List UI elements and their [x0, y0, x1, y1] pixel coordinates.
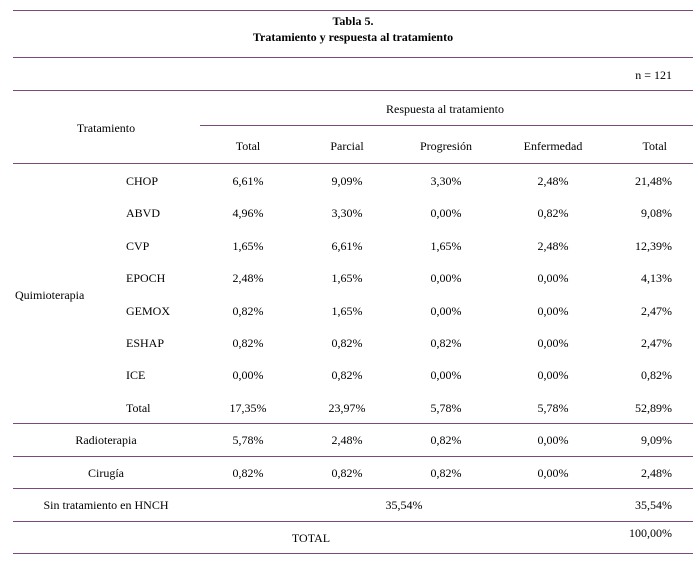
- table-cell: 0,82%: [537, 206, 569, 220]
- row-label-drug: ICE: [126, 368, 146, 382]
- column-header: Total: [235, 139, 261, 153]
- rule-after-radio: [13, 456, 693, 457]
- row-label-drug: Total: [126, 401, 151, 415]
- column-header: Total: [642, 139, 668, 153]
- table-cell: 2,48%: [537, 239, 569, 253]
- table-cell: 2,48%: [641, 466, 672, 480]
- row-label-drug: CVP: [126, 239, 150, 253]
- table-cell: 0,82%: [232, 304, 264, 318]
- table-cell: 0,82%: [430, 466, 462, 480]
- row-label-drug: ABVD: [126, 206, 161, 220]
- table-cell: 2,48%: [537, 174, 569, 188]
- row-label-drug: GEMOX: [126, 304, 170, 318]
- table-cell: 0,00%: [537, 466, 569, 480]
- table-cell: 4,96%: [232, 206, 264, 220]
- table-cell: 12,39%: [635, 239, 672, 253]
- row-label-radioterapia: Radioterapia: [75, 433, 137, 447]
- table-cell: 9,08%: [641, 206, 672, 220]
- table-cell: 9,09%: [331, 174, 363, 188]
- table-cell: 5,78%: [537, 401, 569, 415]
- table-cell: 0,00%: [430, 271, 462, 285]
- table-cell: 0,82%: [641, 368, 672, 382]
- table-cell: 0,82%: [331, 466, 363, 480]
- table-cell: 1,65%: [331, 304, 363, 318]
- table-cell: 2,47%: [641, 304, 672, 318]
- table-cell: 0,00%: [537, 336, 569, 350]
- table-cell: 0,00%: [232, 368, 264, 382]
- row-total: 35,54%: [635, 498, 672, 512]
- table-cell: 2,47%: [641, 336, 672, 350]
- table-cell: 0,00%: [537, 304, 569, 318]
- rule-under-columns: [13, 163, 693, 164]
- column-header: Progresión: [420, 139, 472, 153]
- rule-bottom: [13, 553, 693, 554]
- table-subtitle: Tratamiento y respuesta al tratamiento: [252, 30, 454, 44]
- table-cell: 0,00%: [430, 368, 462, 382]
- group-label-quimioterapia: Quimioterapia: [15, 288, 85, 302]
- table-cell: 21,48%: [635, 174, 672, 188]
- merged-value: 35,54%: [385, 498, 423, 512]
- table-cell: 4,13%: [641, 271, 672, 285]
- table-cell: 3,30%: [430, 174, 462, 188]
- table-cell: 0,00%: [430, 206, 462, 220]
- table-title: Tabla 5.: [332, 14, 374, 28]
- table-cell: 5,78%: [430, 401, 462, 415]
- table-cell: 1,65%: [430, 239, 462, 253]
- row-header-treatment: Tratamiento: [76, 121, 136, 135]
- table-cell: 0,82%: [232, 466, 264, 480]
- table-cell: 0,82%: [331, 368, 363, 382]
- row-label-drug: ESHAP: [126, 336, 165, 350]
- rule-under-title: [13, 57, 693, 58]
- table-cell: 0,82%: [331, 336, 363, 350]
- table-cell: 0,00%: [537, 433, 569, 447]
- table-cell: 9,09%: [641, 433, 672, 447]
- table-cell: 2,48%: [331, 433, 363, 447]
- rule-top: [13, 10, 693, 11]
- row-label-cirugia: Cirugía: [88, 466, 124, 480]
- sample-size: n = 121: [635, 68, 672, 82]
- rule-under-response-header: [200, 125, 693, 126]
- row-label-total: TOTAL: [291, 531, 331, 545]
- table-cell: 0,82%: [232, 336, 264, 350]
- row-label-drug: CHOP: [126, 174, 159, 188]
- response-header: Respuesta al tratamiento: [386, 102, 504, 116]
- table-cell: 0,00%: [537, 271, 569, 285]
- grand-total: 100,00%: [629, 526, 672, 540]
- rule-after-cirugia: [13, 488, 693, 489]
- rule-after-quimio: [13, 423, 693, 424]
- table-cell: 0,00%: [537, 368, 569, 382]
- table-cell: 0,00%: [430, 304, 462, 318]
- row-label-sin-tratamiento: Sin tratamiento en HNCH: [43, 498, 169, 512]
- table-cell: 23,97%: [328, 401, 366, 415]
- column-header: Enfermedad: [523, 139, 583, 153]
- table-cell: 6,61%: [232, 174, 264, 188]
- table-cell: 1,65%: [331, 271, 363, 285]
- table-cell: 3,30%: [331, 206, 363, 220]
- table-cell: 5,78%: [232, 433, 264, 447]
- table-cell: 52,89%: [635, 401, 672, 415]
- table-cell: 1,65%: [232, 239, 264, 253]
- rule-under-n: [13, 90, 693, 91]
- table-cell: 2,48%: [232, 271, 264, 285]
- column-header: Parcial: [330, 139, 364, 153]
- table-cell: 0,82%: [430, 336, 462, 350]
- table-cell: 17,35%: [229, 401, 267, 415]
- rule-after-sin: [13, 521, 693, 522]
- table-cell: 0,82%: [430, 433, 462, 447]
- row-label-drug: EPOCH: [126, 271, 166, 285]
- table-cell: 6,61%: [331, 239, 363, 253]
